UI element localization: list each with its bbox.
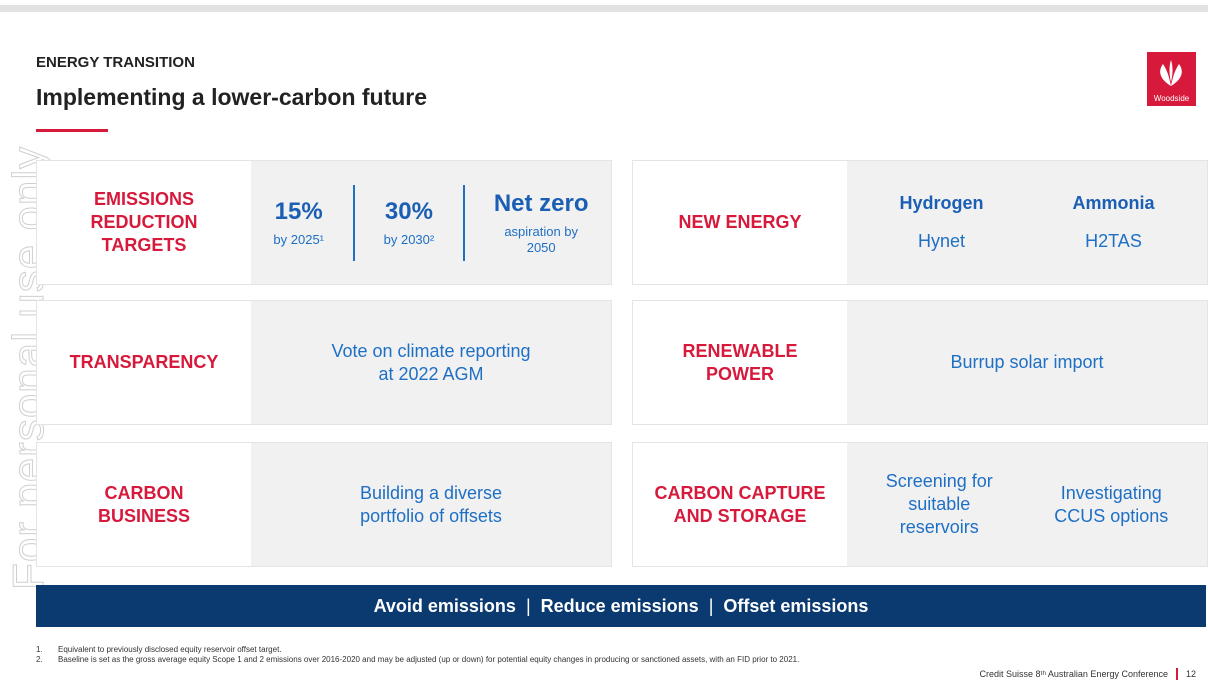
- column-heading: 30%: [384, 197, 433, 225]
- column-text: H2TAS: [1085, 230, 1142, 251]
- column-text: portfolio of offsets: [360, 505, 502, 526]
- divider: [463, 184, 466, 261]
- column-text: Investigating: [1060, 482, 1162, 503]
- logo-text: Woodside: [1153, 94, 1190, 103]
- column-text: by 2025¹: [273, 231, 324, 247]
- banner-separator: |: [525, 595, 531, 616]
- card-label: CARBON CAPTURE AND STORAGE: [633, 443, 847, 566]
- footer-text: Credit Suisse 8ᵗʰ Australian Energy Conf…: [979, 669, 1168, 679]
- title-rule: [36, 129, 108, 132]
- column-text: Burrup solar import: [950, 352, 1104, 372]
- card: NEW ENERGY Hydrogen Hynet Ammonia H2TAS: [632, 160, 1208, 285]
- card-label: TRANSPARENCY: [37, 301, 251, 424]
- column-text: aspiration by: [504, 223, 579, 239]
- column-heading: Net zero: [493, 189, 589, 217]
- card: EMISSIONS REDUCTION TARGETS 15% by 2025¹ 30% b…: [36, 160, 612, 285]
- footnote-number: 2.: [36, 654, 43, 664]
- title: Implementing a lower-carbon future: [36, 84, 428, 110]
- footnote: 2. Baseline is set as the gross average e…: [36, 655, 826, 665]
- logo: Woodside: [1147, 52, 1196, 106]
- column-text: Hynet: [917, 230, 965, 251]
- footnote-text: Equivalent to previously disclosed equit…: [58, 645, 282, 654]
- card-label: RENEWABLE POWER: [633, 301, 847, 424]
- content-column: Building a diverse portfolio of offsets: [360, 482, 502, 528]
- footnote-number: 1.: [36, 645, 43, 654]
- label-line: CARBON CAPTURE: [654, 482, 826, 503]
- banner-item: Avoid emissions: [373, 595, 516, 616]
- label-line: REDUCTION: [90, 212, 198, 232]
- footnote-text: Baseline is set as the gross average equ…: [58, 654, 800, 664]
- card-content: Screening for suitable reservoirs Investiga…: [847, 443, 1207, 566]
- column-text: Building a diverse: [359, 482, 503, 503]
- card-content: Burrup solar import: [847, 301, 1207, 424]
- label-line: RENEWABLE: [682, 340, 798, 361]
- card: TRANSPARENCY Vote on climate reporting at …: [36, 300, 612, 425]
- card-label: EMISSIONS REDUCTION TARGETS: [37, 161, 251, 284]
- card-label: CARBON BUSINESS: [37, 443, 251, 566]
- label-line: NEW ENERGY: [678, 212, 802, 232]
- content-column: 30% by 2030²: [384, 198, 435, 248]
- card: CARBON CAPTURE AND STORAGE Screening for su…: [632, 442, 1208, 567]
- content-column: 15% by 2025¹: [273, 198, 324, 248]
- label-line: CARBON: [104, 482, 184, 503]
- card-content: Building a diverse portfolio of offsets: [251, 443, 611, 566]
- footer-bar: [1175, 668, 1178, 680]
- content-column: Hydrogen Hynet: [899, 193, 983, 253]
- card: CARBON BUSINESS Building a diverse portfoli…: [36, 442, 612, 567]
- content-column: Burrup solar import: [950, 351, 1103, 374]
- label-line: EMISSIONS: [93, 189, 195, 209]
- content-column: Net zero aspiration by 2050: [494, 190, 589, 256]
- footnotes: 1. Equivalent to previously disclosed equ…: [36, 645, 826, 664]
- label-line: TRANSPARENCY: [69, 352, 219, 372]
- column-text: 2050: [526, 239, 556, 255]
- card-label: NEW ENERGY: [633, 161, 847, 284]
- label-line: BUSINESS: [97, 505, 191, 526]
- content-column: Screening for suitable reservoirs: [886, 470, 993, 539]
- banner-separator: |: [708, 595, 714, 616]
- content-column: Investigating CCUS options: [1054, 482, 1168, 528]
- column-text: suitable: [908, 494, 971, 514]
- logo-icon: [1160, 60, 1182, 86]
- card-content: 15% by 2025¹ 30% by 2030² Net zero aspiration…: [251, 161, 611, 284]
- column-text: at 2022 AGM: [378, 363, 484, 384]
- content-column: Vote on climate reporting at 2022 AGM: [331, 340, 530, 386]
- top-bar: [0, 5, 1208, 12]
- column-text: CCUS options: [1054, 505, 1169, 526]
- banner-item: Offset emissions: [723, 595, 869, 616]
- column-heading: Hydrogen: [899, 192, 984, 213]
- card-content: Vote on climate reporting at 2022 AGM: [251, 301, 611, 424]
- label-line: TARGETS: [101, 235, 187, 255]
- page-number: 12: [1185, 669, 1196, 679]
- column-text: Screening for: [885, 471, 993, 491]
- column-text: Vote on climate reporting: [331, 340, 531, 361]
- card: RENEWABLE POWER Burrup solar import: [632, 300, 1208, 425]
- banner-item: Reduce emissions: [540, 595, 699, 616]
- content-column: Ammonia H2TAS: [1072, 193, 1154, 253]
- footer: Credit Suisse 8ᵗʰ Australian Energy Conf…: [979, 668, 1196, 680]
- banner: Avoid emissions | Reduce emissions | Offset …: [36, 585, 1206, 627]
- divider: [352, 184, 355, 261]
- column-text: reservoirs: [899, 517, 979, 537]
- column-heading: 15%: [274, 197, 323, 225]
- kicker: ENERGY TRANSITION: [36, 54, 195, 71]
- footnote: 1. Equivalent to previously disclosed equ…: [36, 645, 826, 655]
- card-content: Hydrogen Hynet Ammonia H2TAS: [847, 161, 1207, 284]
- label-line: POWER: [705, 363, 774, 384]
- column-heading: Ammonia: [1072, 192, 1155, 213]
- column-text: by 2030²: [383, 231, 435, 247]
- label-line: AND STORAGE: [673, 505, 807, 526]
